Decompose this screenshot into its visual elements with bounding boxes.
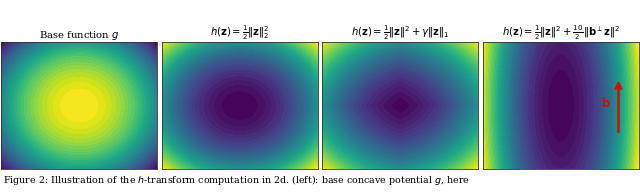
Title: Base function $g$: Base function $g$: [39, 29, 120, 42]
Title: $h(\mathbf{z}) = \frac{1}{2}\|\mathbf{z}\|^2 + \gamma\|\mathbf{z}\|_1$: $h(\mathbf{z}) = \frac{1}{2}\|\mathbf{z}…: [351, 24, 449, 42]
Text: $\mathbf{b}$: $\mathbf{b}$: [601, 96, 611, 110]
Title: $h(\mathbf{z}) = \frac{1}{2}\|\mathbf{z}\|_2^2$: $h(\mathbf{z}) = \frac{1}{2}\|\mathbf{z}…: [210, 24, 269, 42]
Text: Figure 2: Illustration of the $h$-transform computation in 2d. (left): base conc: Figure 2: Illustration of the $h$-transf…: [3, 174, 470, 187]
Title: $h(\mathbf{z}) = \frac{1}{2}\|\mathbf{z}\|^2 + \frac{10}{2}\|\mathbf{b}^{\perp}\: $h(\mathbf{z}) = \frac{1}{2}\|\mathbf{z}…: [502, 24, 620, 42]
